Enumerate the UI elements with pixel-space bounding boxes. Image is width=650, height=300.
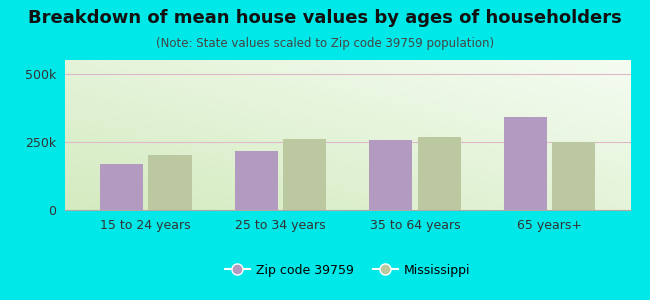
- Text: Breakdown of mean house values by ages of householders: Breakdown of mean house values by ages o…: [28, 9, 622, 27]
- Bar: [418, 137, 461, 210]
- Bar: [148, 155, 192, 210]
- Legend: Zip code 39759, Mississippi: Zip code 39759, Mississippi: [220, 259, 476, 282]
- Bar: [283, 139, 326, 210]
- Bar: [369, 140, 412, 210]
- Bar: [100, 164, 143, 210]
- Bar: [504, 117, 547, 210]
- Bar: [552, 142, 595, 210]
- Bar: [235, 152, 278, 210]
- Text: (Note: State values scaled to Zip code 39759 population): (Note: State values scaled to Zip code 3…: [156, 38, 494, 50]
